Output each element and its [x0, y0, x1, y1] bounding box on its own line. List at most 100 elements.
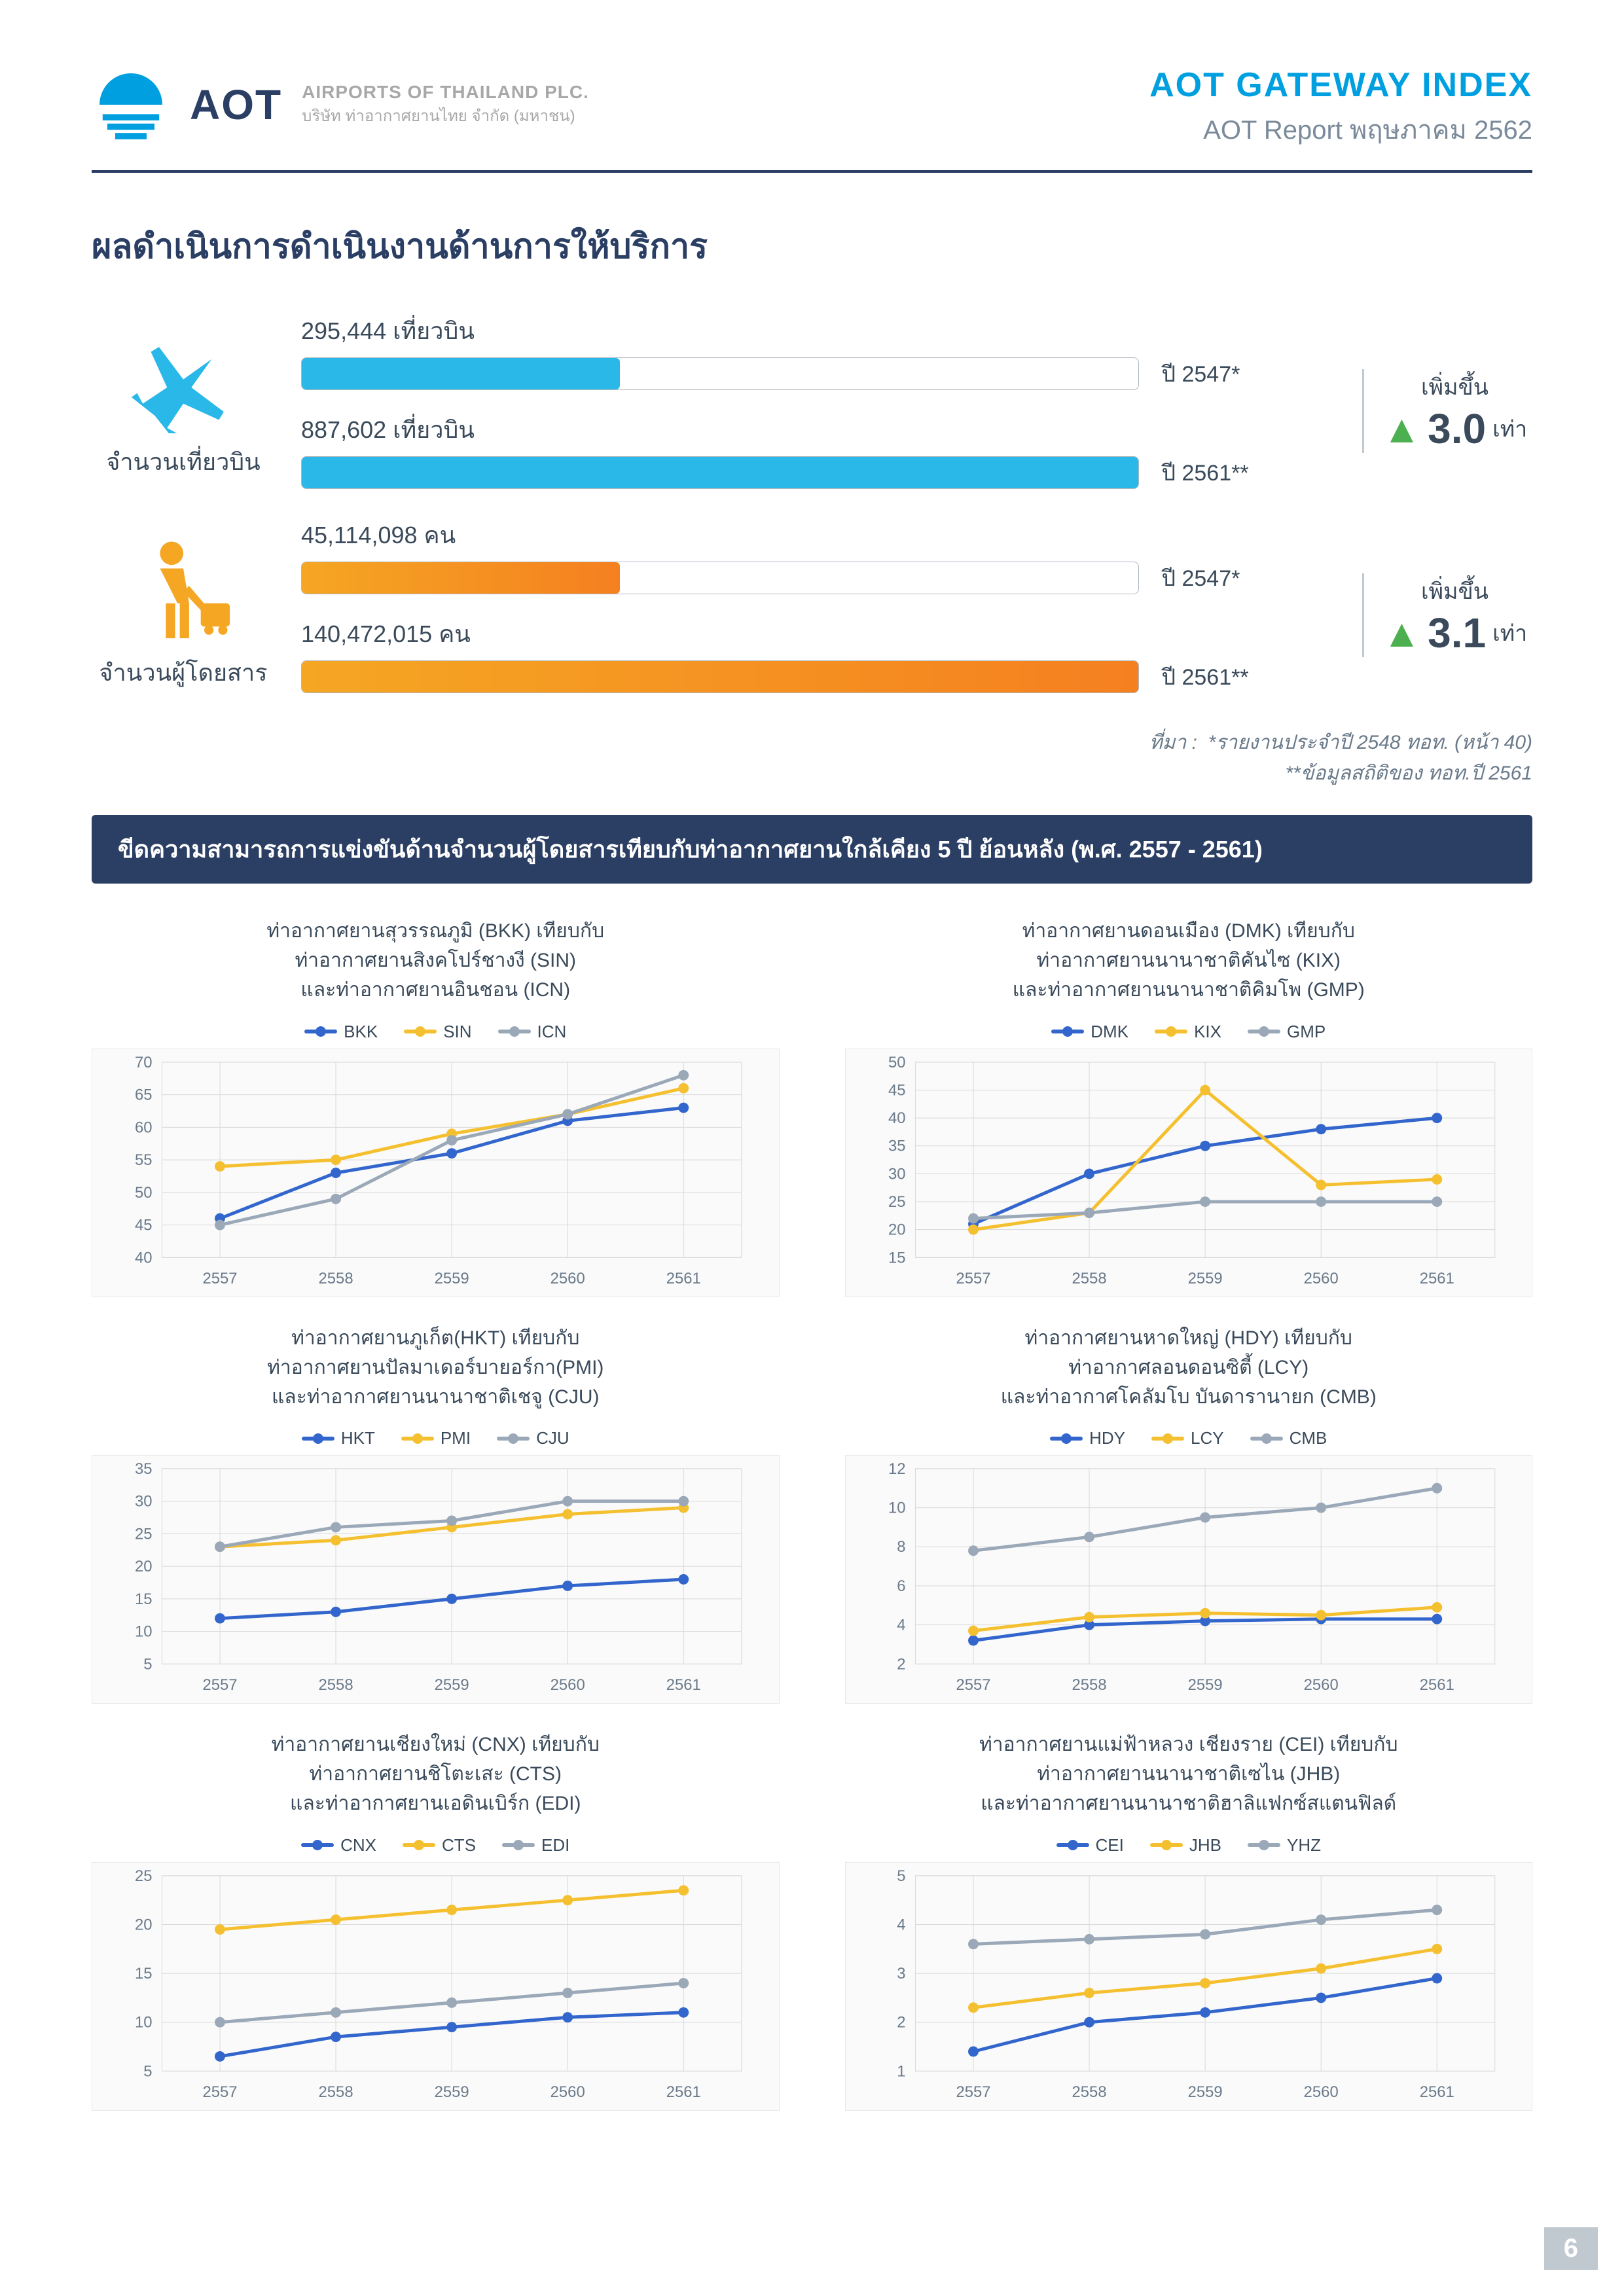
- stats-block-0: จำนวนเที่ยวบิน 295,444 เที่ยวบิน ปี 2547…: [92, 312, 1532, 510]
- svg-text:15: 15: [135, 1965, 153, 1982]
- svg-text:20: 20: [888, 1221, 905, 1238]
- chart-cell-2: ท่าอากาศยานภูเก็ต(HKT) เทียบกับท่าอากาศย…: [92, 1323, 780, 1704]
- stats-icon: จำนวนผู้โดยสาร: [92, 539, 275, 691]
- svg-text:20: 20: [135, 1558, 153, 1575]
- header-subtitle: AOT Report พฤษภาคม 2562: [1149, 109, 1532, 151]
- svg-text:2559: 2559: [435, 1676, 469, 1694]
- legend-item: CEI: [1056, 1835, 1124, 1856]
- svg-text:3: 3: [897, 1965, 905, 1982]
- bar-track: [301, 660, 1139, 693]
- svg-text:2558: 2558: [319, 1270, 353, 1287]
- svg-text:10: 10: [888, 1499, 905, 1517]
- header-rule: [92, 170, 1532, 173]
- svg-text:2558: 2558: [1072, 1270, 1106, 1287]
- svg-text:70: 70: [135, 1053, 153, 1071]
- svg-text:2561: 2561: [1419, 1270, 1454, 1287]
- svg-text:15: 15: [135, 1590, 153, 1608]
- svg-text:2559: 2559: [435, 2083, 469, 2101]
- bar-label: 295,444 เที่ยวบิน: [301, 312, 1336, 350]
- svg-text:45: 45: [888, 1081, 905, 1099]
- svg-text:25: 25: [135, 1525, 153, 1543]
- bar-label: 887,602 เที่ยวบิน: [301, 411, 1336, 448]
- svg-text:6: 6: [897, 1577, 905, 1595]
- svg-text:20: 20: [135, 1916, 153, 1933]
- svg-text:15: 15: [888, 1249, 905, 1266]
- arrow-up-icon: ▲: [1382, 406, 1421, 452]
- bar-label: 45,114,098 คน: [301, 516, 1336, 554]
- arrow-up-icon: ▲: [1382, 611, 1421, 656]
- chart-title: ท่าอากาศยานหาดใหญ่ (HDY) เทียบกับท่าอากา…: [845, 1323, 1533, 1412]
- page-header: AOT AIRPORTS OF THAILAND PLC. บริษัท ท่า…: [92, 65, 1532, 151]
- chart-cell-3: ท่าอากาศยานหาดใหญ่ (HDY) เทียบกับท่าอากา…: [845, 1323, 1533, 1704]
- svg-text:2557: 2557: [956, 1270, 990, 1287]
- chart-title: ท่าอากาศยานดอนเมือง (DMK) เทียบกับท่าอาก…: [845, 916, 1533, 1005]
- legend-item: CJU: [497, 1428, 569, 1448]
- svg-text:12: 12: [888, 1460, 905, 1478]
- chart-title: ท่าอากาศยานแม่ฟ้าหลวง เชียงราย (CEI) เที…: [845, 1730, 1533, 1818]
- svg-text:2559: 2559: [435, 1270, 469, 1287]
- svg-text:2558: 2558: [319, 1676, 353, 1694]
- svg-text:60: 60: [135, 1119, 153, 1136]
- svg-text:2: 2: [897, 1655, 905, 1673]
- svg-text:2561: 2561: [1419, 1676, 1454, 1694]
- growth-box: เพิ่มขึ้น ▲ 3.0 เท่า: [1362, 369, 1532, 453]
- legend-item: CNX: [301, 1835, 376, 1856]
- legend-item: PMI: [401, 1428, 471, 1448]
- svg-text:2559: 2559: [1187, 1676, 1222, 1694]
- chart-legend: CEI JHB YHZ: [845, 1831, 1533, 1856]
- chart-legend: DMKKIXGMP: [845, 1018, 1533, 1042]
- legend-item: GMP: [1248, 1022, 1326, 1042]
- svg-text:25: 25: [135, 1867, 153, 1884]
- legend-item: EDI: [502, 1835, 569, 1856]
- svg-text:2558: 2558: [1072, 2083, 1106, 2101]
- svg-text:4: 4: [897, 1617, 905, 1634]
- chart-title: ท่าอากาศยานเชียงใหม่ (CNX) เทียบกับท่าอา…: [92, 1730, 780, 1818]
- svg-text:35: 35: [888, 1137, 905, 1155]
- svg-text:2557: 2557: [956, 2083, 990, 2101]
- stats-block-1: จำนวนผู้โดยสาร 45,114,098 คน ปี 2547* 14…: [92, 516, 1532, 714]
- chart-box: 510152025303525572558255925602561: [92, 1455, 780, 1704]
- svg-text:2557: 2557: [202, 1270, 237, 1287]
- svg-text:5: 5: [897, 1867, 905, 1884]
- svg-text:10: 10: [135, 1623, 153, 1641]
- bar-year: ปี 2561**: [1161, 659, 1248, 694]
- chart-legend: BKKSINICN: [92, 1018, 780, 1042]
- svg-text:35: 35: [135, 1460, 153, 1478]
- legend-item: CMB: [1250, 1428, 1327, 1448]
- chart-cell-1: ท่าอากาศยานดอนเมือง (DMK) เทียบกับท่าอาก…: [845, 916, 1533, 1297]
- legend-item: YHZ: [1248, 1835, 1321, 1856]
- section-title: ผลดำเนินการดำเนินงานด้านการให้บริการ: [92, 219, 1532, 273]
- svg-text:2560: 2560: [550, 2083, 585, 2101]
- header-title: AOT GATEWAY INDEX: [1149, 65, 1532, 105]
- legend-item: JHB: [1150, 1835, 1221, 1856]
- legend-item: DMK: [1051, 1022, 1128, 1042]
- svg-text:25: 25: [888, 1193, 905, 1211]
- svg-text:2560: 2560: [550, 1676, 585, 1694]
- footnote: ที่มา : *รายงานประจำปี 2548 ทอท. (หน้า 4…: [92, 727, 1532, 789]
- bar-track: [301, 456, 1139, 489]
- chart-legend: CNXCTSEDI: [92, 1831, 780, 1856]
- logo-sub-th: บริษัท ท่าอากาศยานไทย จำกัด (มหาชน): [302, 103, 589, 128]
- svg-text:2560: 2560: [1303, 1270, 1338, 1287]
- svg-text:1: 1: [897, 2062, 905, 2080]
- svg-text:2560: 2560: [1303, 2083, 1338, 2101]
- bar-label: 140,472,015 คน: [301, 615, 1336, 653]
- bar-track: [301, 357, 1139, 390]
- page-number: 6: [1544, 2227, 1598, 2270]
- svg-text:40: 40: [135, 1249, 153, 1266]
- chart-box: 4045505560657025572558255925602561: [92, 1049, 780, 1297]
- chart-title: ท่าอากาศยานสุวรรณภูมิ (BKK) เทียบกับท่าอ…: [92, 916, 780, 1005]
- svg-text:4: 4: [897, 1916, 905, 1933]
- svg-text:2561: 2561: [666, 1270, 701, 1287]
- chart-box: 1234525572558255925602561: [845, 1862, 1533, 2111]
- bar-year: ปี 2547*: [1161, 356, 1240, 391]
- comparison-banner: ขีดความสามารถการแข่งขันด้านจำนวนผู้โดยสา…: [92, 815, 1532, 884]
- stats-icon-label: จำนวนเที่ยวบิน: [92, 443, 275, 480]
- svg-text:2561: 2561: [1419, 2083, 1454, 2101]
- svg-text:2559: 2559: [1187, 1270, 1222, 1287]
- logo-sub-en: AIRPORTS OF THAILAND PLC.: [302, 82, 589, 103]
- chart-box: 51015202525572558255925602561: [92, 1862, 780, 2111]
- logo-section: AOT AIRPORTS OF THAILAND PLC. บริษัท ท่า…: [92, 65, 589, 144]
- chart-title: ท่าอากาศยานภูเก็ต(HKT) เทียบกับท่าอากาศย…: [92, 1323, 780, 1412]
- svg-text:2559: 2559: [1187, 2083, 1222, 2101]
